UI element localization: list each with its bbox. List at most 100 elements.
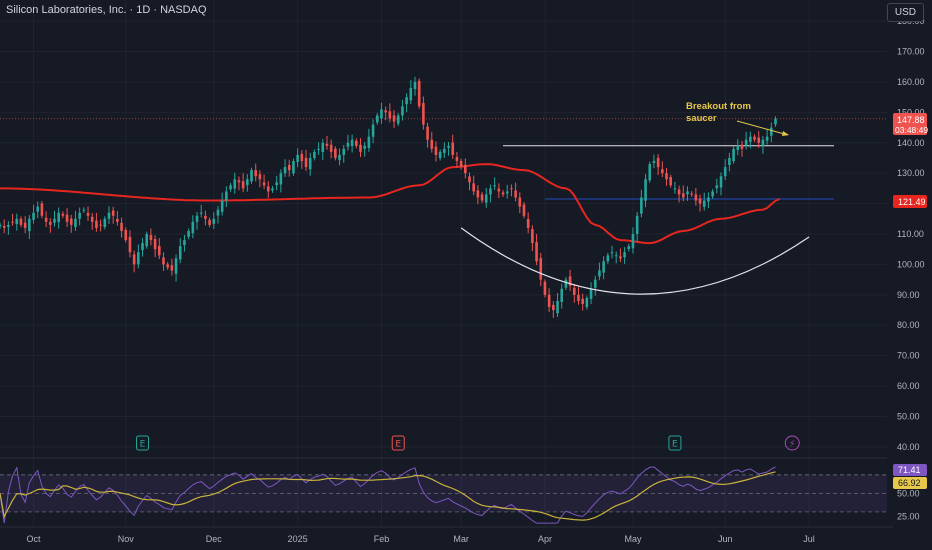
candle-body bbox=[774, 118, 777, 125]
annotation-line1: Breakout from bbox=[686, 101, 751, 112]
rsi-pane: 50.00 25.00 bbox=[0, 457, 920, 528]
candle-body bbox=[761, 139, 765, 146]
candle-body bbox=[329, 144, 333, 152]
candle-body bbox=[707, 197, 710, 202]
candle-body bbox=[174, 258, 178, 274]
candle bbox=[744, 131, 748, 150]
candle-body bbox=[204, 215, 207, 219]
ma-badge bbox=[893, 195, 927, 208]
candle-body bbox=[166, 264, 169, 268]
candle bbox=[593, 275, 597, 296]
candle bbox=[438, 149, 442, 161]
candle bbox=[78, 207, 81, 226]
annotation: Breakout from saucer bbox=[686, 101, 789, 136]
candle bbox=[225, 186, 228, 208]
candle-body bbox=[254, 170, 258, 177]
earnings-marker bbox=[136, 435, 150, 451]
candle-body bbox=[153, 239, 157, 250]
rsi-badge-value: 71.41 bbox=[898, 465, 921, 475]
candle-body bbox=[711, 191, 714, 197]
candle-body bbox=[656, 157, 660, 168]
candle-body bbox=[375, 115, 379, 123]
candle bbox=[174, 254, 178, 282]
currency-button[interactable]: USD bbox=[886, 3, 924, 22]
candle bbox=[86, 206, 90, 221]
candle-body bbox=[141, 243, 144, 251]
candle-body bbox=[195, 215, 199, 222]
candle bbox=[531, 225, 534, 252]
candle-body bbox=[74, 218, 77, 228]
candle-body bbox=[116, 218, 119, 222]
candle-body bbox=[593, 279, 597, 288]
candle bbox=[321, 138, 325, 160]
candle bbox=[526, 212, 530, 234]
candle bbox=[241, 173, 245, 193]
candle-body bbox=[702, 200, 706, 207]
candle-body bbox=[417, 80, 421, 107]
candle bbox=[614, 251, 618, 264]
candle bbox=[36, 201, 40, 219]
candle-body bbox=[531, 228, 534, 244]
candle-body bbox=[447, 145, 450, 148]
candle-body bbox=[501, 192, 505, 195]
candle-body bbox=[409, 88, 413, 101]
x-tick-label: Jul bbox=[803, 534, 815, 544]
candle bbox=[95, 212, 98, 232]
candle-body bbox=[229, 185, 232, 190]
candle bbox=[355, 138, 358, 149]
price-badge bbox=[893, 113, 927, 135]
candle bbox=[430, 131, 434, 153]
candle bbox=[49, 218, 52, 233]
candle bbox=[220, 192, 224, 216]
candle bbox=[401, 99, 404, 121]
event-marker-label: ⚡ bbox=[789, 440, 795, 450]
candle-body bbox=[552, 304, 555, 311]
candle bbox=[661, 161, 664, 177]
candle-body bbox=[233, 179, 237, 189]
candle-body bbox=[308, 157, 312, 170]
candle bbox=[480, 191, 484, 203]
candle bbox=[711, 188, 714, 199]
candle-body bbox=[90, 216, 94, 222]
x-tick-label: Feb bbox=[374, 534, 390, 544]
candle bbox=[627, 243, 631, 252]
event-marker-label: E bbox=[395, 440, 401, 450]
candle-body bbox=[472, 183, 475, 192]
candle bbox=[702, 192, 706, 211]
candle-body bbox=[468, 176, 471, 183]
candle-body bbox=[413, 81, 417, 90]
candle bbox=[28, 214, 31, 240]
candle-body bbox=[627, 246, 631, 250]
candle bbox=[392, 110, 396, 129]
candle bbox=[648, 161, 652, 183]
candle bbox=[132, 250, 136, 273]
candle bbox=[707, 192, 710, 209]
candle-body bbox=[346, 142, 350, 147]
candle-body bbox=[49, 221, 52, 225]
candle-body bbox=[250, 170, 253, 182]
candle-body bbox=[690, 193, 693, 195]
saucer-arc bbox=[460, 227, 810, 295]
candle bbox=[740, 140, 744, 157]
candle bbox=[484, 187, 488, 208]
candle-body bbox=[736, 145, 740, 150]
candle bbox=[677, 185, 681, 203]
candle bbox=[572, 284, 576, 303]
candle-body bbox=[371, 124, 375, 137]
candle bbox=[656, 154, 660, 176]
candle bbox=[472, 175, 475, 196]
candle-body bbox=[443, 148, 446, 153]
candle bbox=[346, 134, 350, 151]
candle-body bbox=[342, 148, 346, 155]
candle bbox=[543, 279, 547, 298]
candle-body bbox=[388, 111, 392, 119]
candle bbox=[585, 295, 589, 310]
candle bbox=[443, 142, 446, 159]
candle bbox=[166, 261, 169, 270]
candle bbox=[359, 138, 362, 158]
candle-body bbox=[505, 191, 509, 194]
y-tick-label: 70.00 bbox=[897, 351, 920, 361]
candle-body bbox=[325, 143, 329, 146]
candle-body bbox=[686, 191, 689, 195]
